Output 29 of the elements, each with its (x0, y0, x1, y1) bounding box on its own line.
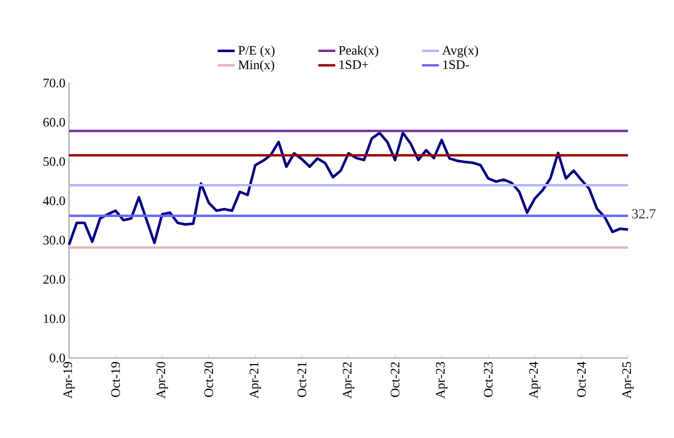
y-tick-label: 50.0 (44, 157, 65, 166)
line-series (68, 132, 630, 246)
x-tick-label: Oct-23 (484, 362, 493, 397)
x-tick-label: Oct-20 (204, 362, 214, 397)
y-tick-label: 40.0 (43, 196, 65, 206)
x-tick-label: Oct-24 (577, 362, 586, 397)
legend-label: P/E (x) (238, 46, 275, 58)
y-tick-label: 10.0 (44, 314, 65, 324)
y-tick-label: 60.0 (43, 118, 65, 127)
legend-label: 1SD+ (340, 60, 368, 69)
x-tick-label: Apr-25 (622, 362, 634, 399)
x-tick-label: Apr-20 (156, 362, 168, 399)
legend-label: 1SD- (443, 60, 469, 69)
x-tick-label: Oct-21 (298, 362, 306, 397)
legend-label: Peak(x) (338, 46, 378, 58)
x-tick-label: Apr-22 (342, 362, 354, 399)
legend-label: Min(x) (238, 60, 274, 72)
x-tick-label: Oct-22 (390, 362, 400, 397)
y-tick-label: 70.0 (44, 78, 65, 88)
y-tick-label: 20.0 (43, 275, 65, 284)
legend-label: Avg(x) (442, 46, 478, 58)
x-tick-label: Apr-19 (63, 362, 75, 399)
x-tick-label: Apr-21 (250, 362, 261, 399)
x-tick-label: Apr-24 (529, 362, 540, 399)
y-tick-label: 30.0 (43, 236, 65, 245)
x-tick-label: Apr-23 (436, 362, 448, 399)
y-tick-label: 0.0 (50, 354, 65, 362)
x-tick-label: Oct-19 (111, 362, 120, 397)
annotation: 32.7 (632, 209, 656, 219)
